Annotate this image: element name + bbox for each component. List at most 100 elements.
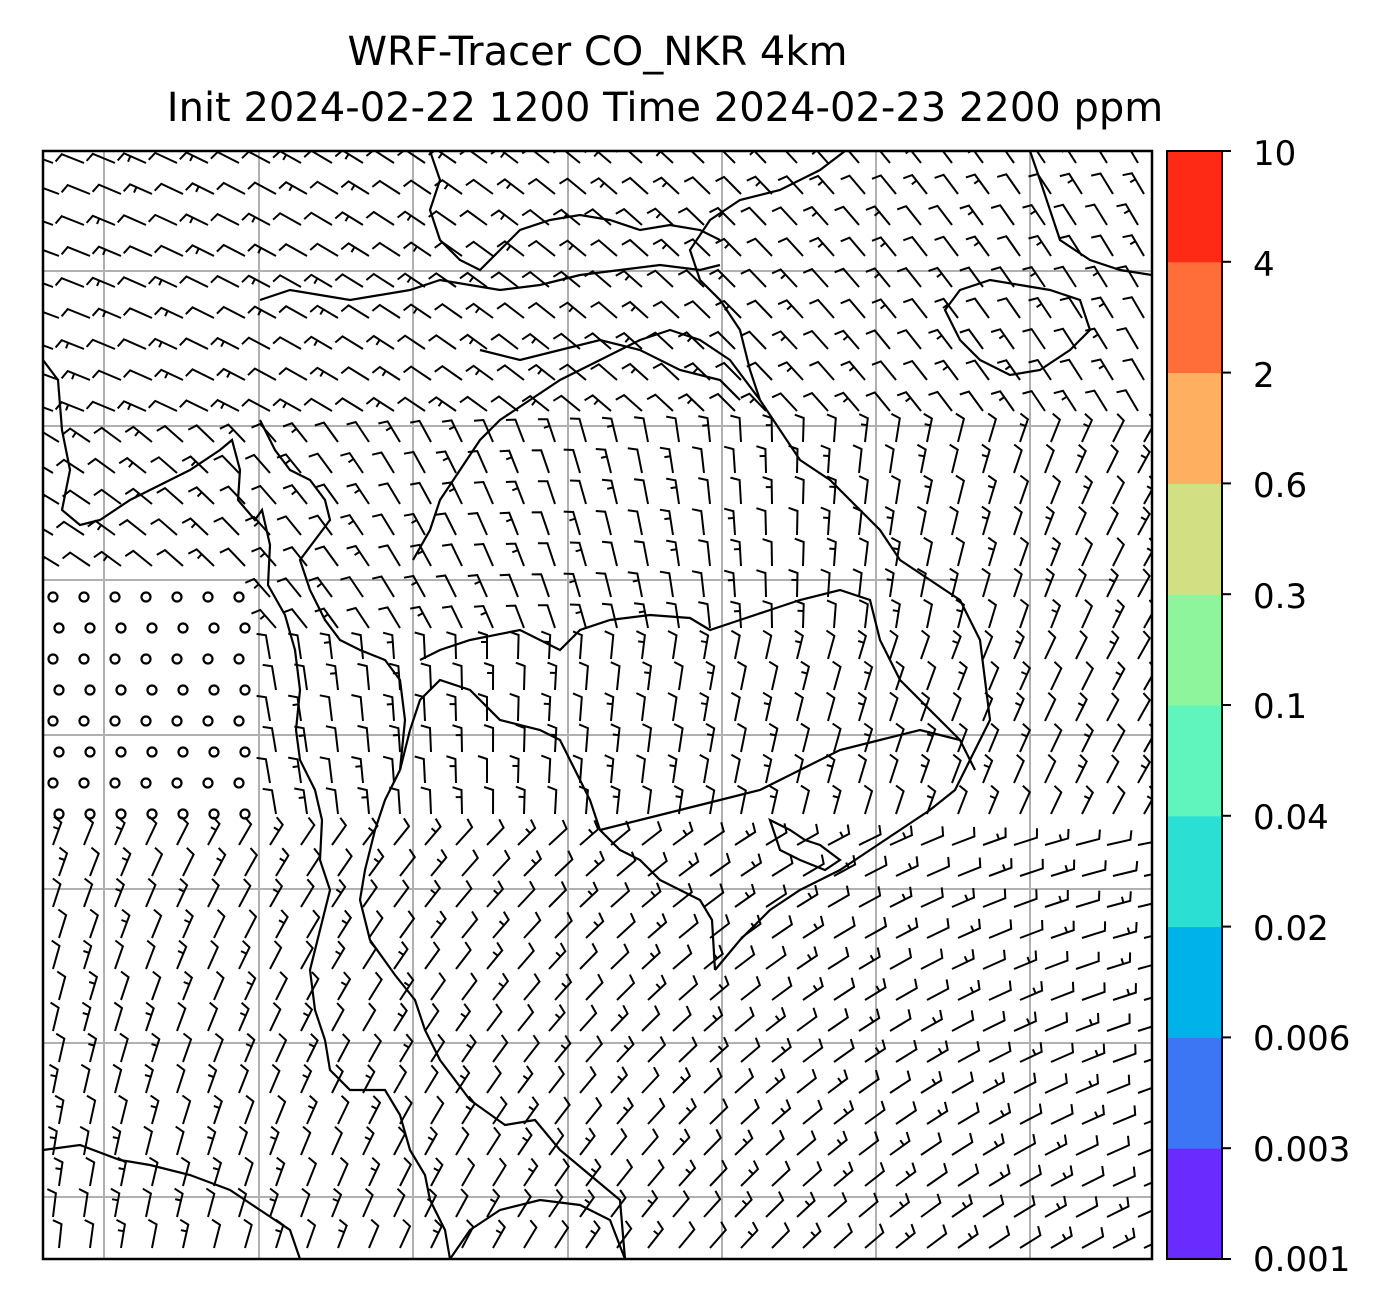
wind-barb xyxy=(523,850,543,877)
wind-barb xyxy=(547,785,558,815)
wind-barb xyxy=(1081,661,1095,691)
wind-barb xyxy=(677,393,705,412)
wind-barb xyxy=(548,942,567,970)
wind-barb xyxy=(337,971,352,1001)
wind-barb xyxy=(403,450,426,474)
wind-barb xyxy=(672,1128,691,1156)
wind-barb xyxy=(43,372,60,381)
wind-barb xyxy=(50,1001,60,1032)
wind-barb xyxy=(61,427,91,443)
wind-barb xyxy=(1050,598,1062,629)
wind-barb xyxy=(730,753,741,784)
wind-barb xyxy=(49,1063,59,1094)
wind-barb xyxy=(1137,754,1152,784)
wind-barb xyxy=(1137,506,1151,536)
wind-barb xyxy=(455,1003,472,1032)
wind-barb xyxy=(965,297,990,319)
wind-barb xyxy=(435,450,457,474)
wind-barb xyxy=(181,1094,192,1125)
wind-barb xyxy=(621,362,649,381)
wind-barb xyxy=(965,359,990,381)
coastline-vietnam xyxy=(688,151,992,971)
wind-barb xyxy=(43,220,54,226)
wind-barb xyxy=(951,691,962,722)
wind-barb xyxy=(434,178,463,195)
wind-barb xyxy=(207,939,220,970)
wind-barb xyxy=(306,847,322,877)
wind-barb xyxy=(1081,723,1095,753)
wind-barb xyxy=(878,151,891,164)
wind-barb xyxy=(585,1035,604,1063)
wind-barb xyxy=(864,855,888,877)
wind-barb xyxy=(300,1187,311,1218)
wind-barb xyxy=(300,878,315,908)
wind-barb xyxy=(54,339,85,350)
calm-wind-circle xyxy=(84,808,96,820)
wind-barb xyxy=(1059,234,1083,257)
wind-barb xyxy=(585,1158,602,1187)
wind-barb xyxy=(610,881,631,908)
wind-barb xyxy=(337,1033,351,1063)
wind-barb xyxy=(1106,1013,1131,1032)
wind-barb xyxy=(340,451,364,474)
wind-barb xyxy=(920,629,931,660)
wind-barb xyxy=(730,691,741,722)
wind-barb xyxy=(43,465,54,474)
calm-wind-circle xyxy=(78,777,90,789)
wind-barb xyxy=(55,520,85,536)
colorbar xyxy=(1166,150,1231,1260)
wind-barb xyxy=(517,819,537,846)
colorbar-segment xyxy=(1167,483,1222,595)
wind-barb xyxy=(703,822,725,846)
wind-barb xyxy=(331,878,347,908)
wind-barb xyxy=(1090,296,1114,319)
wind-barb xyxy=(414,755,426,784)
wind-barb xyxy=(1112,723,1126,753)
wind-barb xyxy=(1013,691,1025,722)
wind-barb xyxy=(1137,444,1151,474)
wind-barb xyxy=(635,754,646,784)
wind-barb xyxy=(558,177,587,195)
wind-barb xyxy=(771,853,794,877)
wind-barb xyxy=(269,816,284,846)
wind-barb xyxy=(554,973,573,1001)
wind-barb xyxy=(282,484,308,505)
wind-barb xyxy=(430,1157,444,1187)
wind-barb xyxy=(616,1158,634,1187)
wind-barb xyxy=(926,1040,949,1063)
wind-barb xyxy=(465,364,494,381)
wind-barb xyxy=(794,537,805,567)
wind-barb xyxy=(788,568,799,598)
wind-barb xyxy=(1112,921,1138,939)
calm-wind-circle xyxy=(140,715,152,727)
wind-barb xyxy=(834,329,860,350)
wind-barb xyxy=(492,1034,509,1063)
wind-barb xyxy=(765,945,787,970)
calm-wind-circle xyxy=(146,622,158,634)
calm-wind-circle xyxy=(84,746,96,758)
wind-barb xyxy=(585,1220,601,1249)
wind-barb xyxy=(210,398,240,412)
wind-barb xyxy=(1106,952,1132,970)
wind-barb xyxy=(863,722,874,753)
wind-barb xyxy=(1075,1073,1100,1094)
wind-barb xyxy=(926,918,950,939)
wind-barb xyxy=(362,940,378,970)
wind-barb xyxy=(709,151,736,164)
wind-barb xyxy=(110,1187,121,1218)
wind-barb xyxy=(1116,327,1139,350)
wind-barb xyxy=(1044,951,1069,970)
wind-barb xyxy=(802,1222,822,1249)
wind-barb xyxy=(331,1064,344,1094)
wind-barb xyxy=(85,152,116,164)
wind-barb xyxy=(884,568,895,598)
wind-barb xyxy=(740,330,767,350)
wind-barb xyxy=(43,248,60,257)
wind-barb xyxy=(213,970,225,1001)
wind-barb xyxy=(604,630,615,660)
wind-barb xyxy=(362,1064,376,1094)
wind-barb xyxy=(548,1188,564,1218)
wind-barb xyxy=(981,443,991,474)
wind-barb xyxy=(699,692,710,722)
wind-barb xyxy=(584,394,612,412)
